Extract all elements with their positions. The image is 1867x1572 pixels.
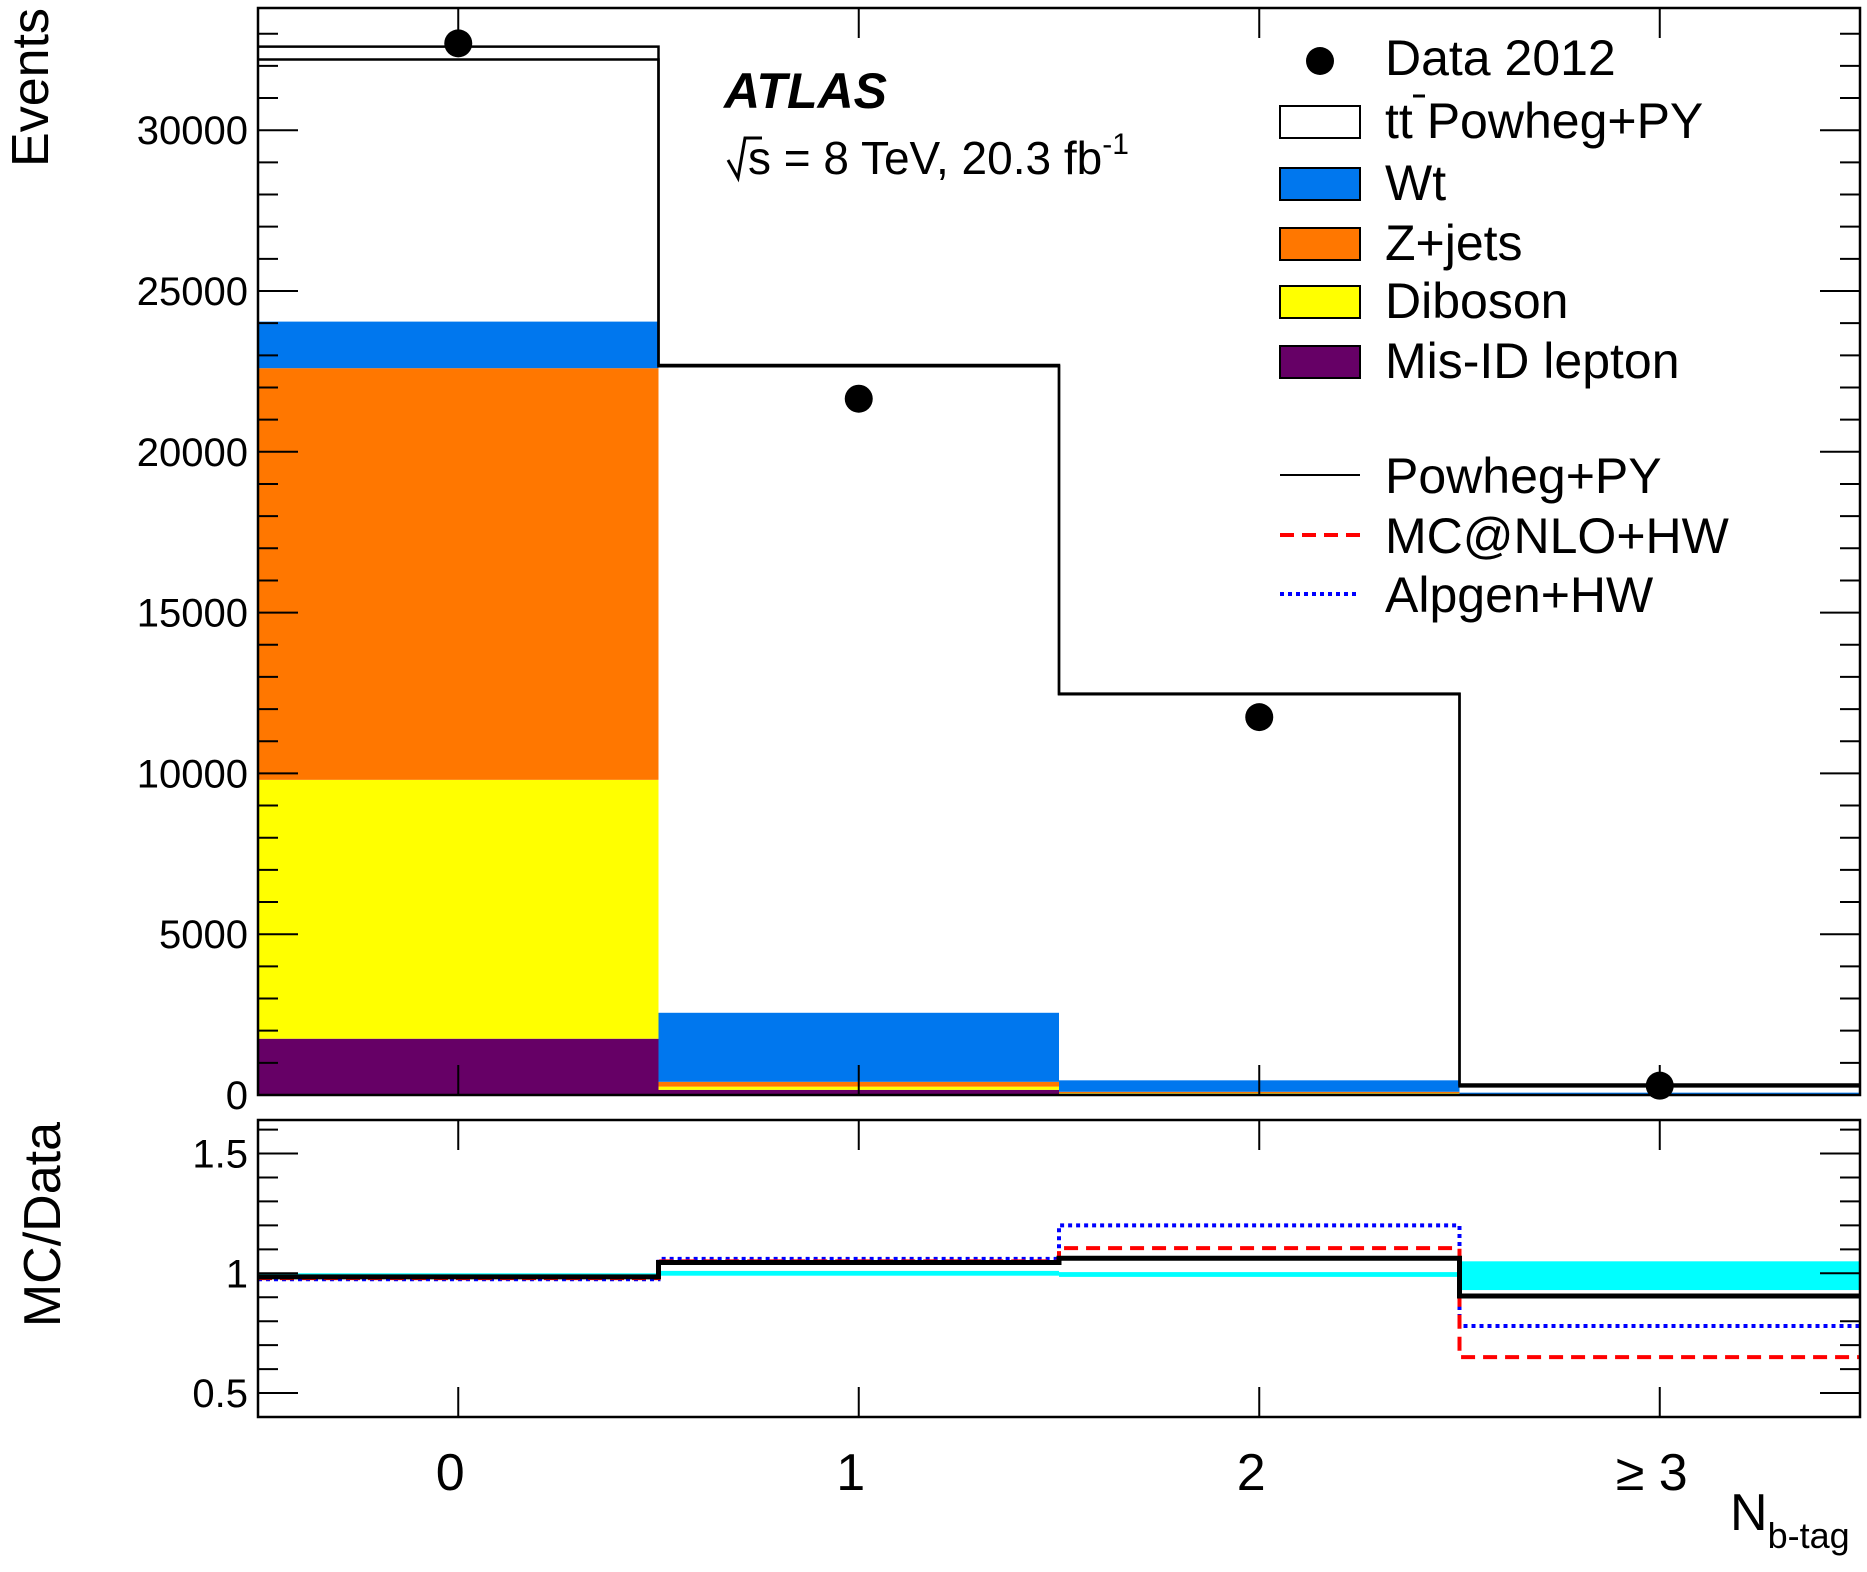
main-plot-frame	[256, 6, 1862, 1097]
ratio-plot-frame	[256, 1118, 1862, 1419]
data-point-2	[1245, 703, 1274, 732]
legend-swatch	[1279, 285, 1361, 319]
x-tick-labels: 0 1 2 ≥ 3	[436, 1444, 1688, 1502]
y-axis-title-ratio: MC/Data	[14, 1122, 72, 1327]
sqrt-icon	[726, 136, 762, 183]
legend-swatch	[1279, 167, 1361, 201]
data-points	[444, 29, 1674, 1100]
ratio-lines	[258, 1223, 1860, 1360]
legend-tt-symbol: tt	[1385, 93, 1413, 149]
legend-label: tt Powheg+PY	[1385, 93, 1703, 149]
y-tick-label: 25000	[137, 270, 248, 314]
uncertainty-band-bin-2	[1059, 1272, 1460, 1277]
legend-label: MC@NLO+HW	[1385, 508, 1730, 564]
ratio-y-tick-label: 1	[226, 1252, 248, 1296]
uncertainty-band-bin-1	[658, 1270, 1059, 1276]
y-axis-title-events: Events	[2, 8, 60, 167]
legend-label: Mis-ID lepton	[1385, 333, 1680, 389]
data-point-1	[844, 384, 873, 413]
bar-t-t-powheg-py-1	[658, 366, 1059, 1013]
ratio-y-tick-labels: 0.5 1 1.5	[192, 1133, 248, 1417]
bar-t-t-powheg-py-0	[258, 46, 659, 322]
legend-label: Powheg+PY	[1385, 448, 1662, 504]
bar-t-t-powheg-py-2	[1059, 694, 1460, 1081]
legend-tt-generator: Powheg+PY	[1413, 93, 1703, 149]
legend-label: Alpgen+HW	[1385, 567, 1654, 623]
y-tick-label: 30000	[137, 109, 248, 153]
legend-label: Diboson	[1385, 273, 1568, 329]
legend-swatch	[1279, 227, 1361, 261]
bar-wt-0	[258, 321, 659, 369]
legend-swatch	[1279, 105, 1361, 139]
main-y-tick-labels: 0 5000 10000 15000 20000 25000 30000	[137, 109, 248, 1118]
main-panel: 0 5000 10000 15000 20000 25000 30000	[137, 6, 1862, 1118]
bar-diboson-0	[258, 779, 659, 1039]
legend-label: Wt	[1385, 155, 1446, 211]
atlas-label: ATLAS	[722, 63, 887, 119]
y-tick-label: 15000	[137, 592, 248, 636]
x-tick-label: 1	[836, 1444, 865, 1502]
ratio-panel: 0.5 1 1.5 0 1 2 ≥ 3	[192, 1118, 1862, 1502]
energy-lumi-label: s = 8 TeV, 20.3 fb-1	[726, 128, 1129, 184]
legend-label: Z+jets	[1385, 215, 1523, 271]
legend-marker-data	[1306, 47, 1334, 75]
x-tick-label: ≥ 3	[1616, 1444, 1688, 1502]
legend: Data 2012 tt Powheg+PY WtZ+jetsDibosonMis-…	[1279, 30, 1730, 623]
ratio-axis-ticks	[258, 1120, 1860, 1417]
x-axis-title: Nb-tag	[1730, 1484, 1850, 1556]
x-tick-label: 2	[1237, 1444, 1266, 1502]
svg-text:s = 8 TeV, 20.3 fb-1: s = 8 TeV, 20.3 fb-1	[748, 128, 1129, 184]
y-tick-label: 0	[226, 1074, 248, 1118]
legend-swatch	[1279, 345, 1361, 379]
y-tick-label: 20000	[137, 431, 248, 475]
ratio-y-tick-label: 0.5	[192, 1372, 248, 1416]
uncertainty-band-bin-3	[1459, 1261, 1860, 1291]
bar-z-jets-0	[258, 368, 659, 780]
data-point-0	[444, 29, 473, 58]
y-tick-label: 5000	[159, 913, 248, 957]
ratio-line-powheg-py	[258, 1255, 1860, 1299]
x-tick-label: 0	[436, 1444, 465, 1502]
y-tick-label: 10000	[137, 752, 248, 796]
nominal-total-line	[258, 58, 1860, 1088]
ratio-y-tick-label: 1.5	[192, 1133, 248, 1177]
legend-label: Data 2012	[1385, 30, 1616, 86]
mc-total-lines	[258, 45, 1860, 1088]
